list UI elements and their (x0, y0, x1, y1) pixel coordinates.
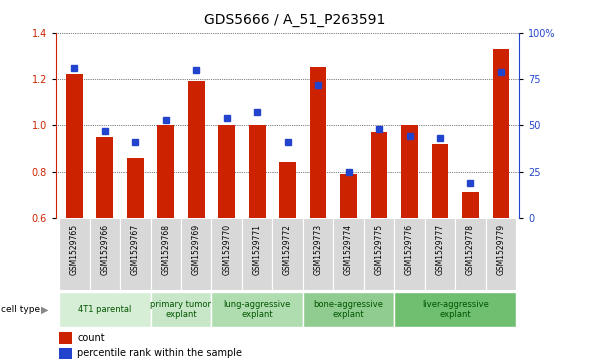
Text: percentile rank within the sample: percentile rank within the sample (77, 348, 242, 359)
Text: GSM1529767: GSM1529767 (131, 224, 140, 275)
Bar (486, 218, 516, 290)
Text: GSM1529778: GSM1529778 (466, 224, 475, 274)
Bar (150, 218, 181, 290)
Bar (90, 218, 120, 290)
Bar (279, 162, 296, 218)
Text: GSM1529773: GSM1529773 (314, 224, 323, 275)
Text: GSM1529770: GSM1529770 (222, 224, 231, 275)
Bar (96, 137, 113, 218)
Text: lung-aggressive
explant: lung-aggressive explant (224, 300, 291, 319)
Text: GSM1529774: GSM1529774 (344, 224, 353, 275)
Text: GSM1529779: GSM1529779 (496, 224, 506, 275)
Bar (371, 132, 388, 218)
Bar (310, 68, 326, 218)
Bar (158, 125, 174, 218)
Bar (303, 218, 333, 290)
Bar (59, 218, 90, 290)
Bar (120, 218, 150, 290)
Bar (59, 292, 150, 327)
Text: 4T1 parental: 4T1 parental (78, 305, 132, 314)
Text: GDS5666 / A_51_P263591: GDS5666 / A_51_P263591 (204, 13, 386, 27)
Text: GSM1529765: GSM1529765 (70, 224, 79, 275)
Bar (432, 144, 448, 218)
Text: liver-aggressive
explant: liver-aggressive explant (422, 300, 489, 319)
Bar (364, 218, 394, 290)
Bar (249, 125, 266, 218)
Bar (150, 292, 211, 327)
Text: ▶: ▶ (41, 304, 49, 314)
Text: GSM1529766: GSM1529766 (100, 224, 109, 275)
Bar (462, 192, 479, 218)
Text: primary tumor
explant: primary tumor explant (150, 300, 211, 319)
Bar (394, 292, 516, 327)
Text: GSM1529771: GSM1529771 (253, 224, 261, 274)
Text: GSM1529776: GSM1529776 (405, 224, 414, 275)
Bar (66, 74, 83, 218)
Bar (242, 218, 273, 290)
Text: GSM1529775: GSM1529775 (375, 224, 384, 275)
Text: cell type: cell type (1, 305, 40, 314)
Text: bone-aggressive
explant: bone-aggressive explant (313, 300, 384, 319)
Bar (333, 218, 364, 290)
Bar (127, 158, 143, 218)
Bar (59, 348, 72, 359)
Bar (188, 81, 205, 218)
Bar (493, 49, 509, 218)
Bar (181, 218, 211, 290)
Bar (425, 218, 455, 290)
Bar (218, 125, 235, 218)
Text: GSM1529768: GSM1529768 (161, 224, 171, 274)
Bar (303, 292, 394, 327)
Bar (394, 218, 425, 290)
Bar (211, 218, 242, 290)
Bar (340, 174, 357, 218)
Bar (401, 125, 418, 218)
Bar (211, 292, 303, 327)
Text: GSM1529772: GSM1529772 (283, 224, 292, 274)
Text: GSM1529769: GSM1529769 (192, 224, 201, 275)
Bar (59, 333, 72, 344)
Bar (273, 218, 303, 290)
Text: GSM1529777: GSM1529777 (435, 224, 444, 275)
Text: count: count (77, 333, 105, 343)
Bar (455, 218, 486, 290)
